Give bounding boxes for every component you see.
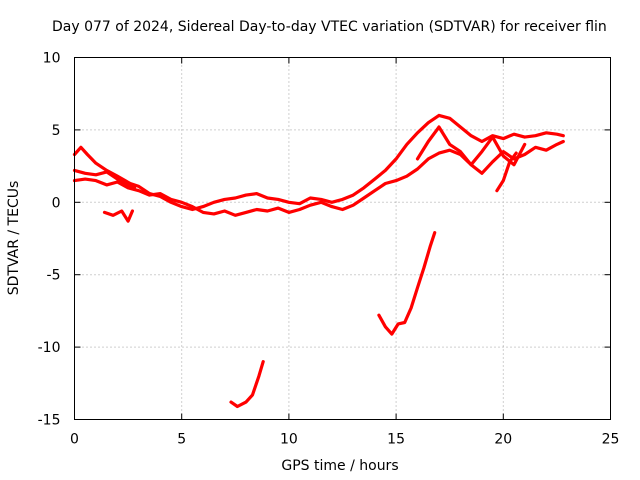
x-tick-label: 15 — [387, 432, 405, 448]
tick-layer: 0 5 10 15 20 25 -15 -10 -5 0 5 10 — [38, 51, 620, 448]
series-line-track-b — [72, 139, 565, 217]
x-axis-label: GPS time / hours — [281, 458, 398, 474]
chart-title: Day 077 of 2024, Sidereal Day-to-day VTE… — [52, 19, 607, 35]
y-tick-label: -15 — [38, 413, 61, 429]
series-line-track-h — [377, 231, 437, 336]
x-tick-label: 0 — [70, 432, 79, 448]
y-tick-label: -10 — [38, 340, 61, 356]
series-line-track-a — [72, 113, 565, 212]
x-tick-label: 10 — [280, 432, 298, 448]
y-tick-label: 0 — [52, 195, 61, 211]
x-tick-label: 25 — [602, 432, 620, 448]
y-tick-label: -5 — [47, 268, 61, 284]
x-tick-label: 5 — [177, 432, 186, 448]
series-line-track-d — [415, 125, 527, 167]
plot-frame — [74, 57, 611, 420]
series-line-track-c — [72, 168, 137, 190]
series-layer — [72, 113, 565, 409]
series-line-track-g — [229, 360, 265, 409]
grid-layer — [74, 57, 611, 420]
y-tick-label: 5 — [52, 123, 61, 139]
y-axis-label: SDTVAR / TECUs — [6, 181, 22, 296]
x-tick-label: 20 — [494, 432, 512, 448]
series-line-track-e — [102, 209, 134, 223]
y-tick-label: 10 — [43, 51, 61, 67]
series-line-track-f — [495, 151, 518, 193]
